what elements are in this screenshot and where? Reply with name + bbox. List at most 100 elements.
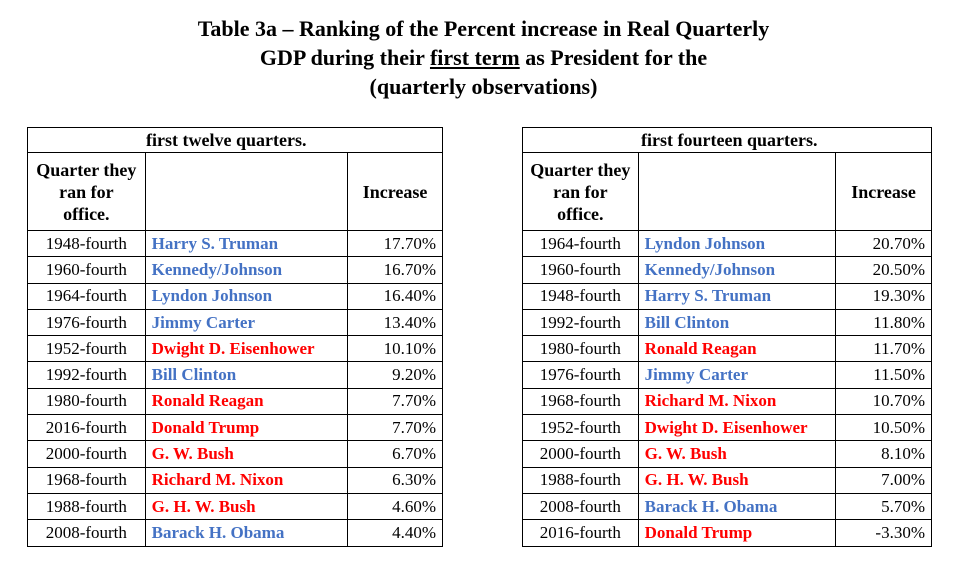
title-line-2: GDP during their first term as President… — [0, 43, 967, 72]
increase-cell: 13.40% — [347, 308, 443, 337]
table-first-fourteen-quarters: first fourteen quarters. Quarter they ra… — [522, 127, 932, 547]
quarter-cell: 2000-fourth — [522, 440, 639, 468]
increase-cell: 19.30% — [835, 282, 932, 310]
table-row: 1988-fourth G. H. W. Bush 7.00% — [522, 466, 932, 494]
table-caption: first twelve quarters. — [27, 127, 443, 153]
president-name-cell: Lyndon Johnson — [144, 282, 349, 310]
increase-cell: 17.70% — [347, 229, 443, 258]
increase-cell: 8.10% — [835, 440, 932, 468]
page-title: Table 3a – Ranking of the Percent increa… — [0, 14, 967, 101]
increase-cell: 6.30% — [347, 466, 443, 494]
president-name-cell: Lyndon Johnson — [637, 229, 837, 258]
quarter-cell: 1988-fourth — [522, 466, 639, 494]
president-name-cell: G. W. Bush — [637, 440, 837, 468]
table-row: 1952-fourth Dwight D. Eisenhower 10.50% — [522, 414, 932, 442]
quarter-cell: 1960-fourth — [522, 256, 639, 284]
header-increase: Increase — [835, 152, 932, 231]
quarter-cell: 1968-fourth — [27, 466, 146, 494]
quarter-cell: 1992-fourth — [27, 361, 146, 389]
quarter-cell: 2016-fourth — [27, 414, 146, 442]
president-name-cell: Richard M. Nixon — [637, 387, 837, 416]
president-name-cell: Barack H. Obama — [144, 519, 349, 547]
president-name-cell: Harry S. Truman — [144, 229, 349, 258]
table-row: 1952-fourth Dwight D. Eisenhower 10.10% — [27, 335, 443, 363]
quarter-cell: 1968-fourth — [522, 387, 639, 416]
president-name-cell: G. H. W. Bush — [637, 466, 837, 494]
table-row: 2000-fourth G. W. Bush 6.70% — [27, 440, 443, 468]
table-row: 1968-fourth Richard M. Nixon 6.30% — [27, 466, 443, 494]
table-row: 1976-fourth Jimmy Carter 13.40% — [27, 308, 443, 337]
table-row: 1992-fourth Bill Clinton 11.80% — [522, 308, 932, 337]
quarter-cell: 1952-fourth — [27, 335, 146, 363]
header-name — [637, 152, 837, 231]
increase-cell: 7.70% — [347, 414, 443, 442]
header-quarter: Quarter they ran for office. — [27, 152, 146, 231]
quarter-cell: 1964-fourth — [522, 229, 639, 258]
table-row: 1988-fourth G. H. W. Bush 4.60% — [27, 492, 443, 521]
president-name-cell: Ronald Reagan — [637, 335, 837, 363]
increase-cell: 5.70% — [835, 492, 932, 521]
president-name-cell: Donald Trump — [144, 414, 349, 442]
table-row: 1964-fourth Lyndon Johnson 16.40% — [27, 282, 443, 310]
increase-cell: 4.40% — [347, 519, 443, 547]
president-name-cell: Richard M. Nixon — [144, 466, 349, 494]
table-header-row: Quarter they ran for office. Increase — [522, 152, 932, 231]
table-row: 1976-fourth Jimmy Carter 11.50% — [522, 361, 932, 389]
table-row: 2008-fourth Barack H. Obama 5.70% — [522, 492, 932, 521]
president-name-cell: Bill Clinton — [144, 361, 349, 389]
president-name-cell: Jimmy Carter — [637, 361, 837, 389]
table-body: first fourteen quarters. Quarter they ra… — [522, 127, 932, 547]
table-row: 1992-fourth Bill Clinton 9.20% — [27, 361, 443, 389]
table-row: 2016-fourth Donald Trump -3.30% — [522, 519, 932, 547]
table-row: 1960-fourth Kennedy/Johnson 20.50% — [522, 256, 932, 284]
increase-cell: 10.10% — [347, 335, 443, 363]
header-increase: Increase — [347, 152, 443, 231]
header-name — [144, 152, 349, 231]
president-name-cell: Kennedy/Johnson — [637, 256, 837, 284]
quarter-cell: 2008-fourth — [27, 519, 146, 547]
table-header-row: Quarter they ran for office. Increase — [27, 152, 443, 231]
quarter-cell: 2008-fourth — [522, 492, 639, 521]
president-name-cell: Jimmy Carter — [144, 308, 349, 337]
table-row: 1980-fourth Ronald Reagan 11.70% — [522, 335, 932, 363]
president-name-cell: Harry S. Truman — [637, 282, 837, 310]
quarter-cell: 1964-fourth — [27, 282, 146, 310]
quarter-cell: 1952-fourth — [522, 414, 639, 442]
increase-cell: 7.00% — [835, 466, 932, 494]
president-name-cell: Ronald Reagan — [144, 387, 349, 416]
president-name-cell: G. W. Bush — [144, 440, 349, 468]
title-line-2-pre: GDP during their — [259, 45, 430, 70]
table-row: 1948-fourth Harry S. Truman 19.30% — [522, 282, 932, 310]
title-line-1: Table 3a – Ranking of the Percent increa… — [197, 16, 770, 41]
table-row: 1948-fourth Harry S. Truman 17.70% — [27, 229, 443, 258]
table-row: 1980-fourth Ronald Reagan 7.70% — [27, 387, 443, 416]
quarter-cell: 1992-fourth — [522, 308, 639, 337]
increase-cell: 20.70% — [835, 229, 932, 258]
president-name-cell: Dwight D. Eisenhower — [637, 414, 837, 442]
quarter-cell: 1948-fourth — [27, 229, 146, 258]
increase-cell: 16.70% — [347, 256, 443, 284]
table-row: 2016-fourth Donald Trump 7.70% — [27, 414, 443, 442]
table-caption: first fourteen quarters. — [522, 127, 932, 153]
increase-cell: 10.70% — [835, 387, 932, 416]
quarter-cell: 1980-fourth — [522, 335, 639, 363]
table-row: 1968-fourth Richard M. Nixon 10.70% — [522, 387, 932, 416]
increase-cell: 9.20% — [347, 361, 443, 389]
table-row: 2000-fourth G. W. Bush 8.10% — [522, 440, 932, 468]
header-quarter: Quarter they ran for office. — [522, 152, 639, 231]
quarter-cell: 2016-fourth — [522, 519, 639, 547]
quarter-cell: 2000-fourth — [27, 440, 146, 468]
quarter-cell: 1976-fourth — [27, 308, 146, 337]
title-line-3: (quarterly observations) — [369, 74, 598, 99]
table-row: 1960-fourth Kennedy/Johnson 16.70% — [27, 256, 443, 284]
increase-cell: 6.70% — [347, 440, 443, 468]
quarter-cell: 1988-fourth — [27, 492, 146, 521]
increase-cell: 10.50% — [835, 414, 932, 442]
table-first-twelve-quarters: first twelve quarters. Quarter they ran … — [27, 127, 443, 547]
president-name-cell: Dwight D. Eisenhower — [144, 335, 349, 363]
president-name-cell: Donald Trump — [637, 519, 837, 547]
increase-cell: 11.70% — [835, 335, 932, 363]
increase-cell: 7.70% — [347, 387, 443, 416]
table-caption-row: first fourteen quarters. — [522, 127, 932, 153]
president-name-cell: Kennedy/Johnson — [144, 256, 349, 284]
